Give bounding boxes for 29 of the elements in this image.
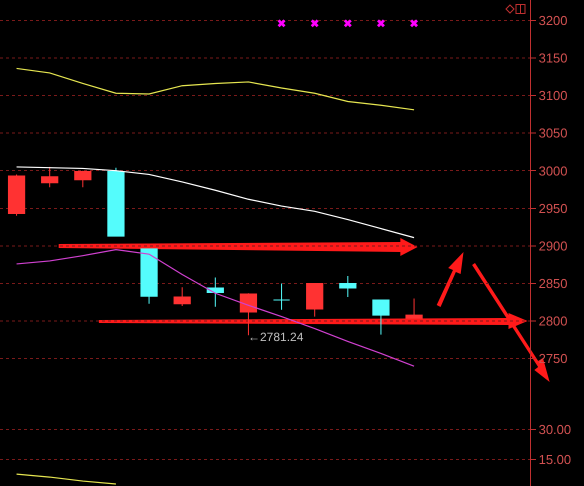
line-series	[16, 474, 117, 485]
annotation: ←2781.24	[248, 330, 304, 344]
candlestick	[174, 286, 191, 307]
candlestick	[107, 167, 125, 237]
candlestick	[8, 174, 26, 216]
y-tick-label: 2750	[538, 351, 568, 366]
y-tick-label: 2850	[538, 276, 568, 292]
y-tick-label: 3050	[538, 126, 568, 141]
line-series	[16, 166, 415, 238]
y-tick-label: 3150	[538, 50, 568, 66]
candlestick	[41, 166, 58, 188]
y-tick-label: 2800	[538, 314, 568, 329]
y-tick-label: 30.00	[538, 422, 572, 438]
candlestick	[140, 248, 158, 304]
candlestick	[74, 170, 92, 188]
y-tick-label: 2950	[538, 200, 568, 216]
y-tick-label: 3000	[538, 163, 568, 178]
line-series	[16, 68, 415, 110]
y-tick-label: 2900	[538, 238, 568, 254]
y-tick-label: 15.00	[538, 452, 572, 467]
candlestick	[339, 275, 356, 298]
candlestick	[372, 300, 390, 336]
candlestick	[206, 276, 224, 308]
candlestick	[306, 282, 324, 318]
y-tick-label: 3200	[538, 12, 568, 28]
candlestick	[272, 282, 290, 310]
y-tick-label: 3100	[538, 88, 568, 104]
line-series	[16, 249, 415, 367]
candlestick	[405, 298, 423, 319]
